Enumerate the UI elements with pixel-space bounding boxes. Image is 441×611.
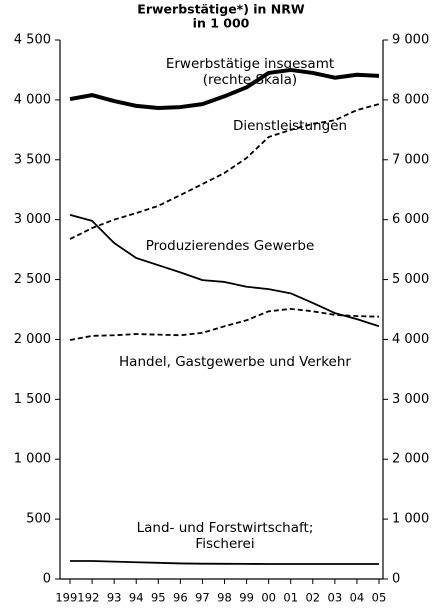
y2-tick-label: 6 000 — [392, 212, 429, 227]
y-tick-label: 1 500 — [14, 392, 51, 407]
y-tick-label: 2 500 — [14, 272, 51, 287]
y-tick-label: 4 500 — [14, 33, 51, 48]
series-line — [70, 560, 379, 565]
x-tick-label: 03 — [328, 591, 343, 605]
y-tick-label: 3 000 — [14, 212, 51, 227]
y-tick-label: 1 000 — [14, 452, 51, 467]
x-tick-label: 05 — [372, 591, 387, 605]
series-label: Land- und Forstwirtschaft; Fischerei — [136, 520, 314, 552]
y2-tick-label: 1 000 — [392, 512, 429, 527]
y2-tick-label: 3 000 — [392, 392, 429, 407]
series-label: Handel, Gastgewerbe und Verkehr — [119, 354, 351, 370]
series-line — [69, 214, 380, 328]
y-tick-label: 0 — [43, 572, 51, 587]
x-tick-label: 02 — [305, 591, 320, 605]
x-tick-label: 1991 — [55, 591, 84, 605]
x-tick-label: 95 — [151, 591, 166, 605]
series-label: Erwerbstätige insgesamt — [165, 56, 335, 72]
series-label: Dienstleistungen — [232, 118, 347, 134]
x-tick-label: 00 — [261, 591, 276, 605]
x-tick-label: 96 — [173, 591, 188, 605]
x-tick-label: 98 — [217, 591, 232, 605]
series-label: Produzierendes Gewerbe — [145, 238, 315, 254]
y2-tick-label: 9 000 — [392, 33, 429, 48]
chart-title: Erwerbstätige*) in NRW — [137, 2, 305, 17]
y2-tick-label: 2 000 — [392, 452, 429, 467]
y2-tick-label: 0 — [392, 572, 400, 587]
series-line — [69, 308, 380, 341]
series-line — [69, 67, 380, 110]
x-tick-label: 97 — [195, 591, 210, 605]
x-tick-label: 94 — [129, 591, 144, 605]
y2-tick-label: 7 000 — [392, 152, 429, 167]
y-tick-label: 2 000 — [14, 332, 51, 347]
y2-tick-label: 4 000 — [392, 332, 429, 347]
x-tick-label: 01 — [283, 591, 298, 605]
y-tick-label: 4 000 — [14, 92, 51, 107]
chart-subtitle: in 1 000 — [193, 16, 250, 31]
annotation: (rechte Skala) — [202, 72, 298, 88]
x-tick-label: 93 — [107, 591, 122, 605]
x-tick-label: 99 — [239, 591, 254, 605]
x-tick-label: 04 — [350, 591, 365, 605]
series-line — [69, 103, 380, 240]
y2-tick-label: 5 000 — [392, 272, 429, 287]
y-tick-label: 3 500 — [14, 152, 51, 167]
y2-tick-label: 8 000 — [392, 92, 429, 107]
y-tick-label: 500 — [26, 512, 51, 527]
x-tick-label: 92 — [85, 591, 100, 605]
